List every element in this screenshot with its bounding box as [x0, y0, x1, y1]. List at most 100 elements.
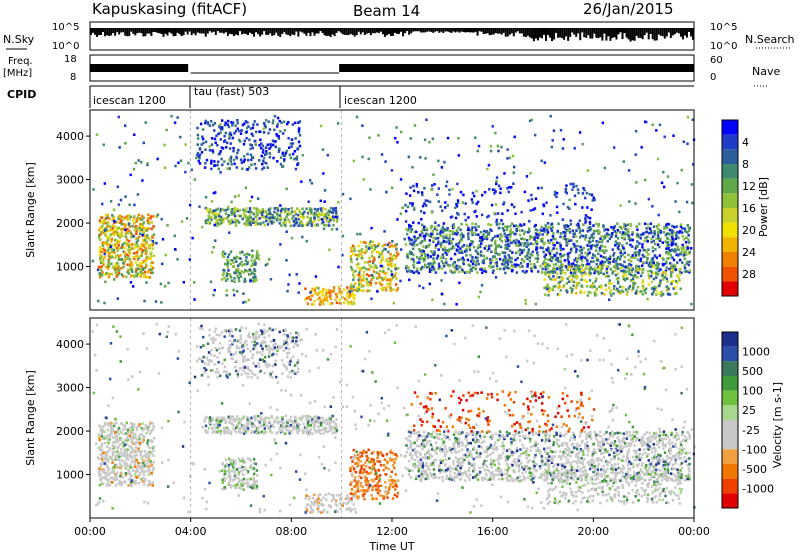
data-cell	[479, 290, 482, 294]
data-cell	[502, 267, 506, 271]
data-cell	[246, 481, 250, 484]
data-cell	[140, 254, 143, 257]
data-cell	[251, 155, 255, 159]
data-cell	[474, 233, 478, 236]
data-cell	[144, 423, 148, 427]
data-cell	[119, 267, 123, 270]
data-cell	[461, 245, 464, 248]
data-cell	[553, 244, 556, 247]
data-cell	[117, 243, 121, 247]
data-cell	[307, 420, 311, 423]
data-cell	[209, 280, 213, 284]
data-cell	[587, 248, 590, 251]
data-cell	[362, 489, 366, 492]
data-cell	[431, 265, 434, 269]
data-cell	[307, 503, 310, 507]
data-cell	[116, 458, 119, 461]
data-cell	[223, 252, 227, 256]
data-cell	[419, 256, 422, 259]
data-cell	[141, 223, 145, 226]
data-cell	[364, 461, 367, 465]
data-cell	[636, 250, 639, 254]
data-cell	[499, 233, 502, 236]
data-cell	[322, 287, 325, 291]
data-cell	[286, 419, 289, 422]
data-cell	[367, 157, 370, 161]
data-cell	[435, 257, 439, 260]
data-cell	[100, 432, 104, 435]
data-cell	[243, 366, 247, 369]
data-cell	[285, 368, 288, 371]
data-cell	[325, 427, 328, 430]
data-cell	[524, 255, 527, 259]
data-cell	[547, 270, 551, 274]
data-cell	[111, 481, 114, 484]
data-cell	[111, 453, 115, 457]
data-cell	[311, 287, 314, 291]
data-cell	[111, 444, 114, 447]
data-cell	[523, 223, 526, 226]
data-cell	[367, 484, 371, 488]
data-cell	[439, 244, 443, 247]
data-cell	[139, 261, 142, 265]
data-cell	[251, 486, 254, 490]
data-cell	[586, 262, 589, 266]
data-cell	[602, 264, 605, 267]
data-cell	[649, 222, 652, 226]
data-cell	[318, 418, 321, 421]
data-cell	[374, 264, 377, 268]
data-cell	[436, 242, 440, 245]
data-cell	[252, 472, 256, 476]
data-cell	[110, 456, 113, 459]
data-cell	[237, 194, 240, 197]
data-cell	[672, 264, 675, 268]
data-cell	[571, 188, 574, 191]
data-cell	[458, 251, 461, 255]
data-cell	[531, 250, 534, 254]
data-cell	[309, 216, 313, 220]
data-cell	[409, 137, 412, 140]
data-cell	[214, 191, 217, 194]
data-cell	[125, 421, 129, 425]
data-cell	[369, 245, 373, 249]
data-cell	[631, 232, 634, 236]
data-cell	[108, 242, 111, 246]
data-cell	[652, 277, 656, 281]
data-cell	[317, 501, 321, 504]
data-cell	[248, 253, 251, 256]
data-cell	[137, 447, 140, 450]
data-cell	[515, 244, 519, 248]
data-cell	[590, 245, 593, 248]
data-cell	[276, 217, 279, 220]
data-cell	[256, 123, 259, 126]
data-cell	[263, 223, 266, 227]
data-cell	[121, 475, 125, 479]
data-cell	[593, 267, 597, 271]
data-cell	[226, 376, 229, 379]
data-cell	[291, 142, 295, 145]
data-cell	[442, 222, 446, 225]
data-cell	[148, 276, 152, 279]
data-cell	[250, 356, 254, 360]
data-cell	[611, 272, 614, 275]
data-cell	[558, 293, 561, 297]
data-cell	[263, 418, 266, 422]
data-cell	[467, 270, 471, 274]
data-cell	[149, 238, 152, 242]
data-cell	[622, 246, 625, 250]
data-cell	[329, 296, 333, 300]
data-cell	[480, 213, 484, 217]
nave-label: Nave	[752, 65, 780, 78]
data-cell	[107, 424, 111, 427]
data-cell	[220, 331, 224, 334]
data-cell	[123, 246, 126, 250]
data-cell	[465, 223, 468, 227]
data-cell	[485, 229, 489, 233]
data-cell	[141, 455, 144, 458]
data-cell	[209, 421, 212, 425]
data-cell	[220, 119, 224, 122]
data-cell	[241, 123, 245, 127]
data-cell	[252, 479, 256, 482]
data-cell	[207, 210, 211, 214]
data-cell	[352, 467, 356, 471]
